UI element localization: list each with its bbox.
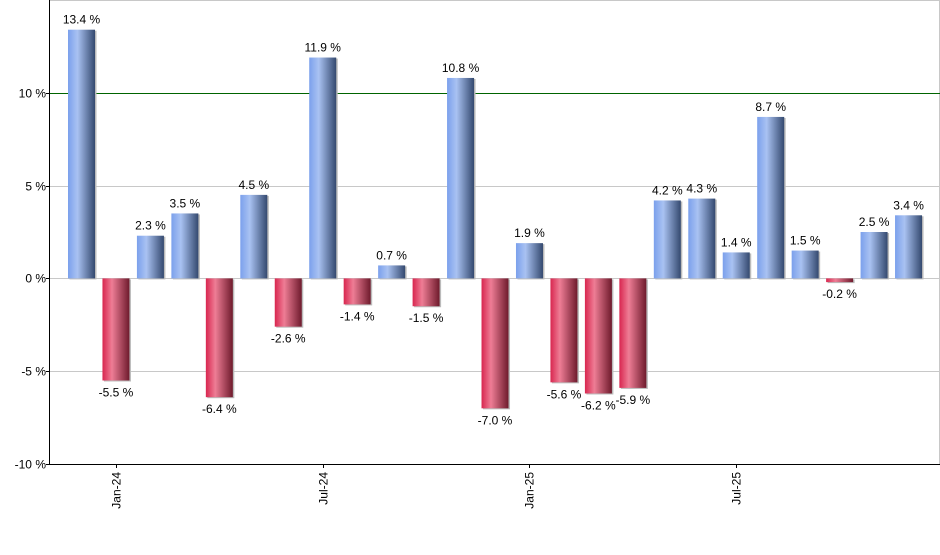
bar-Apr-25 [619,278,647,388]
data-label: -1.4 % [340,309,375,323]
bar-Jan-25 [515,243,543,279]
data-label: -2.6 % [271,332,306,346]
bar-Jun-25 [688,198,716,279]
bar-Dec-24 [481,278,509,409]
bar-Feb-24 [136,235,164,279]
data-label: 4.5 % [238,178,269,192]
data-label: -5.6 % [547,387,582,401]
bar-Aug-25 [757,116,785,279]
bar-May-24 [240,194,268,279]
x-tick-label: Jan-24 [110,472,124,509]
data-labels: 13.4 % -5.5 % 2.3 % 3.5 % -6.4 % 4.5 % -2.6 % 1… [63,13,924,428]
bar-Sep-25 [791,250,819,279]
bar-Jul-25 [722,252,750,279]
bar-Nov-24 [447,77,475,279]
bar-Oct-25 [826,278,854,283]
bar-Oct-24 [412,278,440,307]
y-tick-label: -10 % [15,458,47,472]
data-label: -5.9 % [616,393,651,407]
data-label: 1.4 % [721,235,752,249]
data-label: 2.3 % [135,219,166,233]
data-label: 4.2 % [652,183,683,197]
bar-Mar-25 [584,278,612,394]
bar-Jul-24 [309,57,337,279]
bar-Jan-24 [102,278,130,381]
data-label: 8.7 % [755,100,786,114]
x-tick-label: Jul-25 [730,472,744,505]
data-label: -6.2 % [581,398,616,412]
bar-Apr-24 [205,278,233,398]
x-tick-label: Jan-25 [523,472,537,509]
y-tick-label: 0 % [25,272,46,286]
y-tick-label: 5 % [25,180,46,194]
bar-Jun-24 [274,278,302,327]
bars [68,29,924,410]
data-label: 3.4 % [893,198,924,212]
y-tick-label: 10 % [19,87,47,101]
data-label: -5.5 % [99,385,134,399]
data-label: 13.4 % [63,13,101,27]
y-tick-label: -5 % [21,365,46,379]
data-label: -1.5 % [409,311,444,325]
data-label: -0.2 % [822,287,857,301]
data-label: -6.4 % [202,402,237,416]
axes: 10 % 5 % 0 % -5 % -10 % Jan-24 Jul-24 Jan-25 Jul… [15,0,940,509]
x-tick-label: Jul-24 [317,472,331,505]
data-label: 10.8 % [442,61,480,75]
bar-Aug-24 [343,278,371,305]
bar-Dec-23 [68,29,95,279]
bar-Sep-24 [378,265,406,279]
data-label: -7.0 % [478,413,513,427]
bar-Dec-25 [895,215,923,279]
bar-May-25 [653,200,681,279]
data-label: 2.5 % [859,215,890,229]
bar-Mar-24 [171,213,199,279]
data-label: 0.7 % [376,248,407,262]
data-label: 4.3 % [686,182,717,196]
data-label: 3.5 % [170,196,201,210]
data-label: 1.9 % [514,226,545,240]
data-label: 11.9 % [304,41,341,55]
bar-Feb-25 [550,278,578,383]
data-label: 1.5 % [790,234,821,248]
bar-Nov-25 [860,232,888,279]
